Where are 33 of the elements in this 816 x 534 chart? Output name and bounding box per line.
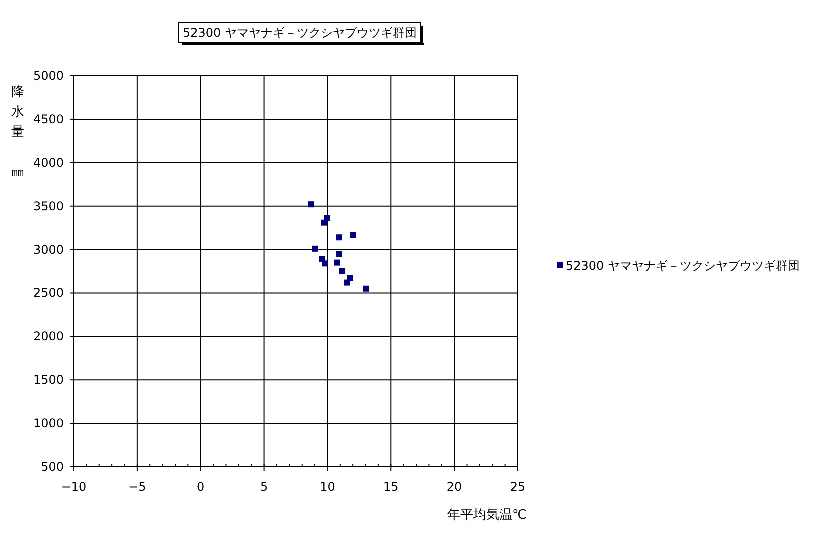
point (336, 251, 342, 258)
chart-title: 52300 ヤマヤナギ－ツクシヤブウツギ群団 (183, 26, 417, 40)
y-tick-label: 2000 (33, 330, 64, 344)
text: 降水量㎜ (12, 85, 24, 180)
x-axis-title: 年平均気温℃ (447, 508, 527, 523)
x-tick-label: 10 (320, 480, 336, 494)
y-tick-label: 500 (41, 460, 64, 474)
point (344, 280, 350, 286)
y-tick-label: 4500 (33, 112, 64, 126)
y-tick-label: 1500 (33, 373, 64, 388)
point (308, 202, 314, 208)
point (350, 232, 356, 238)
y-tick-label: 4000 (33, 156, 64, 170)
x-tick-label: 15 (384, 480, 399, 494)
x-tick-label: 25 (510, 480, 526, 494)
point (363, 286, 370, 292)
y-tick-label: 5000 (33, 69, 64, 83)
x-tick-label: 0 (197, 480, 205, 494)
legend: 52300 ヤマヤナギ－ツクシヤブウツギ群団 (557, 259, 800, 273)
point (336, 234, 342, 241)
point (339, 268, 346, 274)
x-tick-label: 20 (446, 480, 462, 494)
point (312, 246, 318, 252)
x-tick-label: 5 (260, 480, 268, 494)
y-tick-label: 3000 (33, 242, 64, 257)
x-tick-label: −5 (128, 480, 146, 494)
y-tick-label: 2500 (33, 286, 64, 300)
point (334, 260, 340, 266)
point (322, 260, 328, 267)
point (321, 220, 328, 226)
x-tick-label: −10 (61, 480, 87, 494)
y-tick-label: 3500 (33, 199, 64, 214)
y-tick-label: 1000 (33, 416, 64, 431)
